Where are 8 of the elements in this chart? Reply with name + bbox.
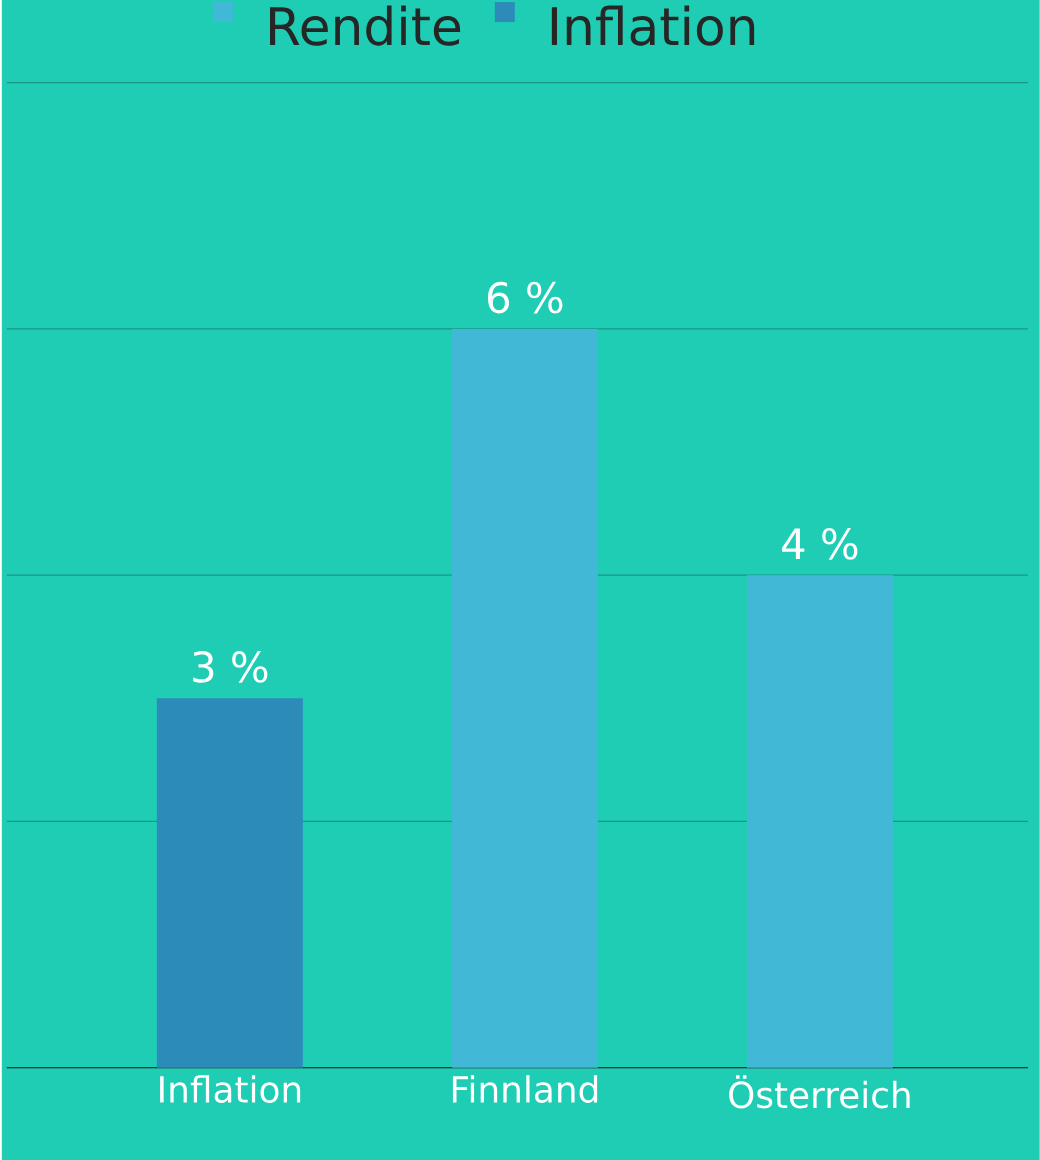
- legend-label: Inflation: [551, 5, 755, 46]
- x-tick-label: Österreich: [729, 1075, 910, 1109]
- data-label: 4 %: [782, 527, 858, 560]
- data-label: 3 %: [193, 651, 268, 683]
- x-tick-label: Finnland: [453, 1075, 598, 1103]
- data-label: 6 %: [488, 281, 563, 314]
- legend-label: Rendite: [270, 5, 461, 46]
- x-tick-label: Inflation: [160, 1075, 301, 1103]
